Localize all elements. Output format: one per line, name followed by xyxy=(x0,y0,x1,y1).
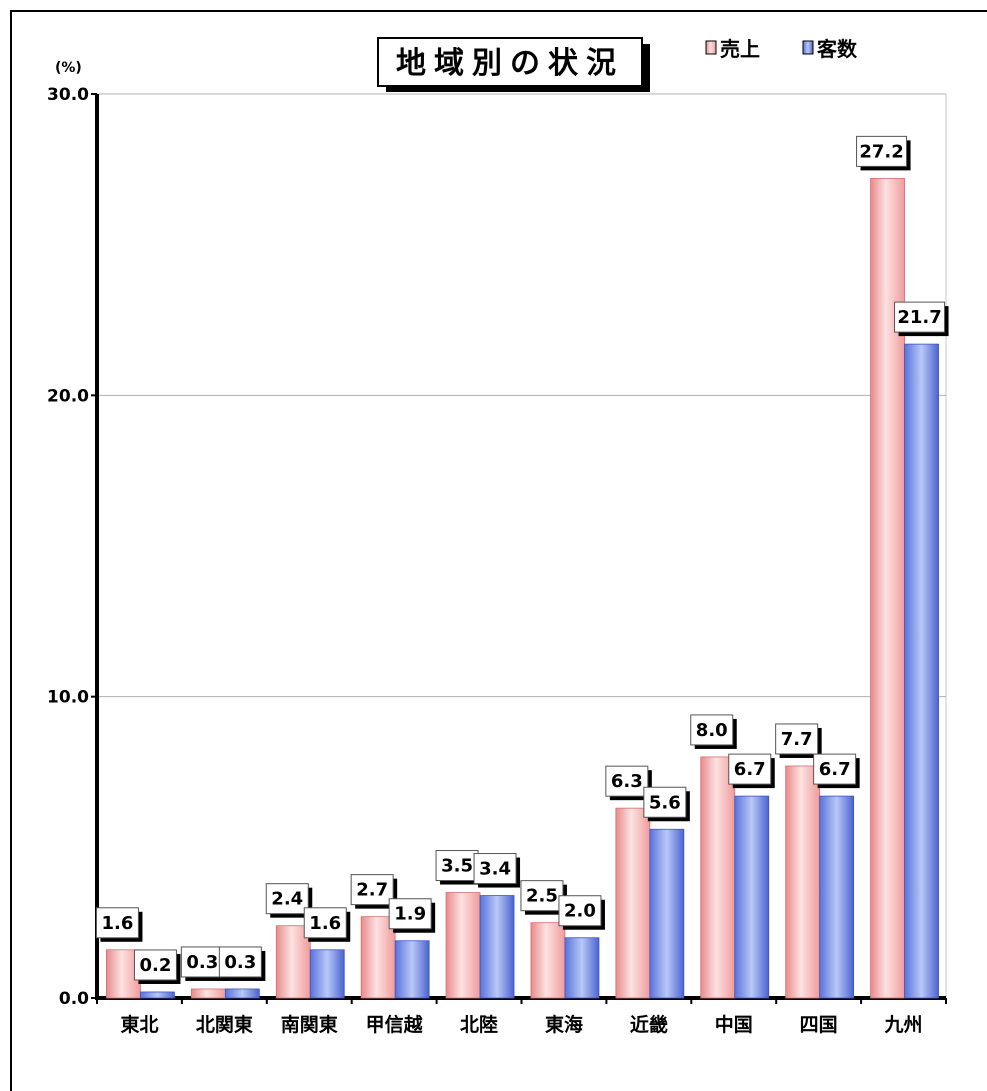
x-category-label: 北関東 xyxy=(196,1013,253,1036)
data-label-sales: 3.5 xyxy=(441,856,473,877)
data-label-customers: 6.7 xyxy=(819,759,851,780)
x-category-label: 中国 xyxy=(715,1013,753,1036)
bar-sales xyxy=(785,765,821,999)
bar-customers xyxy=(140,991,175,999)
data-label-customers: 6.7 xyxy=(734,759,766,780)
bar-sales xyxy=(445,892,481,999)
x-category-label: 近畿 xyxy=(630,1013,668,1036)
x-category-label: 甲信越 xyxy=(366,1013,424,1036)
data-label-customers: 2.0 xyxy=(564,901,596,922)
data-label-customers: 0.2 xyxy=(140,955,172,976)
y-tick-label: 20.0 xyxy=(47,386,89,406)
data-label-box xyxy=(520,880,564,912)
bar-customers xyxy=(649,828,685,999)
x-category-label: 南関東 xyxy=(281,1013,338,1036)
data-label-box xyxy=(218,946,262,978)
bar-sales xyxy=(870,177,905,999)
data-label-customers: 3.4 xyxy=(479,859,511,880)
bar-customers xyxy=(479,895,515,999)
data-label-customers: 0.3 xyxy=(224,952,256,973)
data-label-box xyxy=(303,907,347,939)
data-label-box xyxy=(643,786,687,818)
data-label-box xyxy=(558,895,602,927)
data-label-box xyxy=(813,753,857,785)
data-label-customers: 21.7 xyxy=(897,307,941,328)
chart-title: 地域別の状況 xyxy=(396,46,624,81)
y-axis-unit: (%) xyxy=(55,60,82,76)
data-label-box xyxy=(350,874,394,906)
data-label-customers: 5.6 xyxy=(649,792,681,813)
data-label-sales: 8.0 xyxy=(696,720,728,741)
data-label-sales: 27.2 xyxy=(859,141,903,162)
data-label-box xyxy=(605,765,649,797)
bar-sales xyxy=(360,916,396,999)
x-category-label: 東海 xyxy=(545,1013,583,1036)
data-label-sales: 2.5 xyxy=(526,886,558,907)
legend-swatch-sales xyxy=(705,40,717,55)
bar-sales xyxy=(700,756,736,999)
bar-customers xyxy=(224,988,260,999)
data-label-sales: 0.3 xyxy=(186,952,218,973)
data-label-box xyxy=(473,853,517,885)
x-category-label: 東北 xyxy=(120,1013,158,1036)
x-category-label: 九州 xyxy=(884,1014,923,1036)
data-label-box xyxy=(133,949,177,981)
y-tick-label: 30.0 xyxy=(47,85,89,105)
data-label-box xyxy=(775,723,819,755)
data-label-sales: 2.4 xyxy=(271,889,303,910)
bar-sales xyxy=(615,807,651,999)
x-category-label: 北陸 xyxy=(460,1013,498,1036)
data-label-box xyxy=(690,714,734,746)
bar-customers xyxy=(819,795,855,999)
data-label-sales: 7.7 xyxy=(781,729,813,750)
legend: 売上 客数 xyxy=(705,37,858,61)
y-tick-label: 10.0 xyxy=(47,688,89,708)
legend-label-sales: 売上 xyxy=(720,37,760,61)
legend-label-customers: 客数 xyxy=(816,37,858,61)
data-label-box xyxy=(728,753,772,785)
bar-customers xyxy=(904,343,939,999)
data-label-box xyxy=(180,946,224,978)
chart-frame xyxy=(10,10,987,1091)
data-label-sales: 2.7 xyxy=(356,880,388,901)
bar-sales xyxy=(190,988,226,999)
bar-customers xyxy=(734,795,770,999)
data-label-box xyxy=(856,135,908,167)
x-category-label: 四国 xyxy=(800,1014,838,1036)
data-label-customers: 1.9 xyxy=(394,904,426,925)
y-tick-label: 0.0 xyxy=(59,989,89,1009)
data-label-box xyxy=(388,898,432,930)
bar-customers xyxy=(564,937,600,999)
data-label-box xyxy=(894,301,946,333)
data-label-box xyxy=(265,883,309,915)
data-label-box xyxy=(95,907,139,939)
data-label-customers: 1.6 xyxy=(309,913,341,934)
bar-customers xyxy=(394,940,430,999)
data-label-sales: 6.3 xyxy=(611,771,643,792)
data-label-sales: 1.6 xyxy=(102,913,134,934)
bar-customers xyxy=(309,949,345,999)
bar-sales xyxy=(530,922,566,999)
legend-swatch-customers xyxy=(802,40,814,55)
chart-title-box: 地域別の状況 xyxy=(377,37,650,92)
